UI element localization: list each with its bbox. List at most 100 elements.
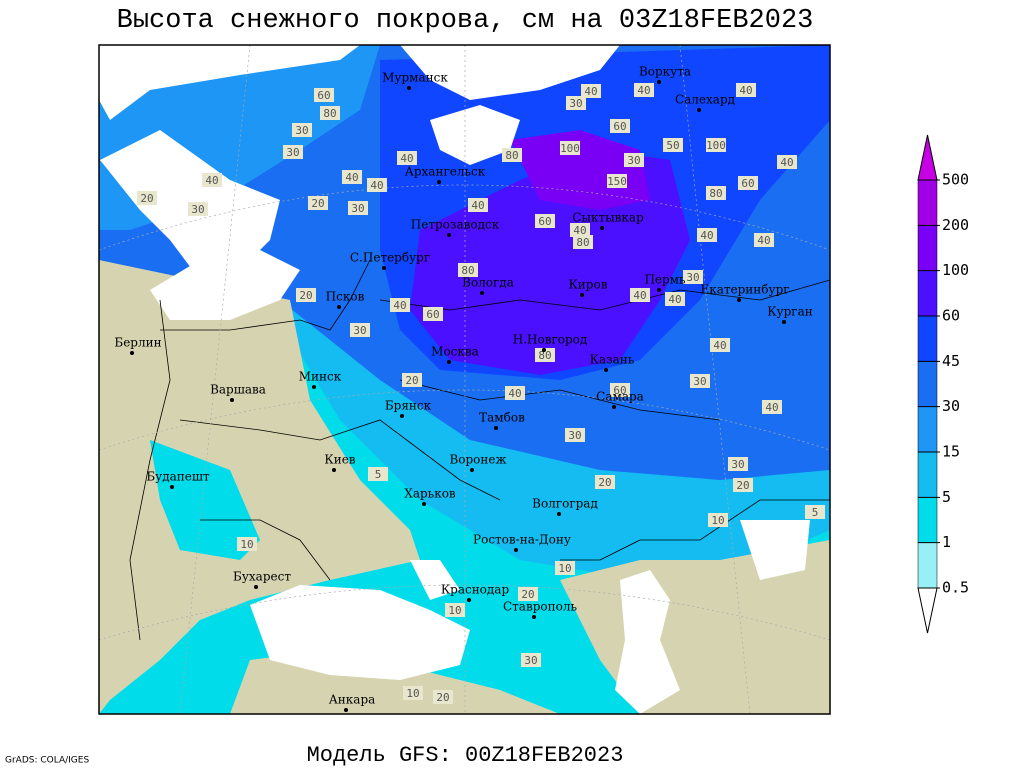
contour-label-box [736,83,756,97]
contour-label: 10 [403,686,423,700]
contour-label-box [292,123,312,137]
contour-label-text: 10 [711,514,724,527]
contour-label-text: 20 [311,197,324,210]
contour-label-text: 40 [780,156,793,169]
colorbar-label: 1 [942,533,951,551]
contour-label-text: 60 [317,89,330,102]
contour-label-box [581,84,601,98]
contour-label-box [397,151,417,165]
contour-label-text: 60 [741,177,754,190]
city-name: Москва [431,345,479,359]
contour-label-text: 40 [400,152,413,165]
contour-label: 60 [535,214,555,228]
contour-label-box [762,400,782,414]
colorbar-segment [917,497,938,543]
contour-label: 50 [663,138,683,152]
contour-label-box [188,202,208,216]
city-dot [557,512,561,516]
contour-label-box [607,174,627,188]
city-name: Курган [767,305,812,319]
contour-label-box [314,88,334,102]
contour-label: 30 [521,653,541,667]
contour-label-text: 40 [668,293,681,306]
city-dot [480,291,484,295]
contour-label: 20 [433,690,453,704]
city-dot [657,288,661,292]
colorbar-segment [917,542,938,589]
colorbar-segment [917,361,938,407]
contour-label-text: 100 [706,139,726,152]
contour-label-box [390,298,410,312]
contour-label: 60 [610,383,630,397]
contour-label-box [348,201,368,215]
contour-label: 5 [368,467,388,481]
contour-label-box [697,228,717,242]
contour-label-text: 60 [613,120,626,133]
city-name: Салехард [675,93,735,107]
city-name: Анкара [329,693,376,707]
contour-label: 40 [468,198,488,212]
contour-label: 40 [697,228,717,242]
contour-label: 60 [423,307,443,321]
contour-label: 80 [573,235,593,249]
aral-sea [740,520,810,580]
colorbar-segment [917,270,938,317]
contour-label: 10 [445,603,465,617]
city-name: С.Петербург [350,251,430,265]
city-dot [782,320,786,324]
contour-label: 80 [458,263,478,277]
contour-label-text: 20 [598,476,611,489]
city-name: Екатеринбург [700,283,789,297]
city-dot [467,598,471,602]
contour-label: 20 [733,478,753,492]
city-dot [494,426,498,430]
contour-label: 40 [710,338,730,352]
colorbar-label: 200 [942,216,969,234]
city-dot [657,80,661,84]
contour-label-text: 30 [686,271,699,284]
contour-label-box [630,288,650,302]
contour-label: 5 [805,505,825,519]
contour-label-text: 5 [375,468,382,481]
city-name: Будапешт [146,470,210,484]
contour-label-text: 80 [461,264,474,277]
contour-label: 40 [390,298,410,312]
contour-label: 100 [560,141,580,155]
colorbar-segment [917,315,938,362]
city-dot [600,226,604,230]
contour-label: 30 [566,96,586,110]
colorbar-label: 15 [942,443,960,461]
contour-label: 20 [518,587,538,601]
contour-label: 40 [665,292,685,306]
contour-label-text: 20 [521,588,534,601]
contour-label: 30 [565,428,585,442]
contour-label-text: 20 [436,691,449,704]
contour-label: 40 [570,223,590,237]
city-dot [532,615,536,619]
contour-label-box [690,374,710,388]
contour-label-box [805,505,825,519]
city-dot [612,405,616,409]
contour-label: 60 [314,88,334,102]
contour-label-box [738,176,758,190]
contour-label: 20 [296,288,316,302]
colorbar-label: 100 [942,261,969,279]
black-sea [250,585,470,680]
colorbar-bottom-arrow [917,587,938,634]
contour-label-text: 30 [286,146,299,159]
contour-label: 30 [188,202,208,216]
city-dot [130,351,134,355]
contour-label: 40 [754,233,774,247]
contour-label: 20 [595,475,615,489]
city-dot [542,348,546,352]
contour-label-box [518,587,538,601]
contour-label: 10 [708,513,728,527]
contour-label-text: 40 [713,339,726,352]
contour-label-text: 30 [569,97,582,110]
contour-label-text: 40 [205,174,218,187]
contour-label-text: 40 [471,199,484,212]
city-name: Брянск [385,399,432,413]
contour-label-box [296,288,316,302]
colorbar-segment [917,179,938,226]
